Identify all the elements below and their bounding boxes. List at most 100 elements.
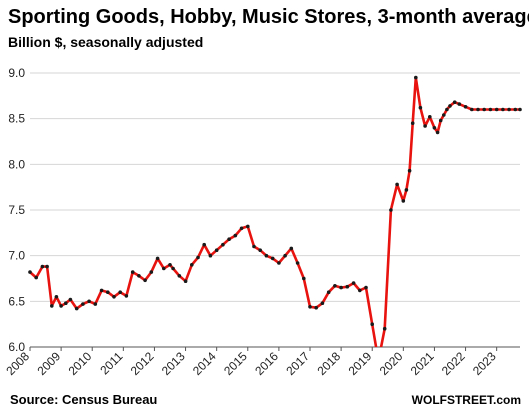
data-point: [414, 75, 418, 80]
data-point: [326, 290, 331, 295]
data-point: [289, 246, 294, 251]
data-point: [258, 248, 263, 252]
data-point: [64, 301, 68, 306]
data-point: [168, 263, 172, 267]
data-point: [81, 302, 85, 306]
data-point: [283, 253, 287, 258]
chart-title: Sporting Goods, Hobby, Music Stores, 3-m…: [8, 6, 529, 28]
data-point: [202, 242, 206, 247]
data-point: [214, 248, 219, 252]
data-point: [177, 274, 182, 278]
data-point: [370, 322, 375, 327]
data-point: [428, 115, 432, 119]
y-tick-label: 7.0: [8, 249, 25, 263]
data-point: [482, 107, 487, 112]
data-point: [435, 130, 440, 135]
data-point: [295, 261, 300, 265]
x-tick-label: 2016: [252, 349, 281, 378]
data-point: [59, 304, 63, 308]
data-point: [407, 168, 412, 173]
y-tick-label: 9.0: [8, 66, 25, 80]
data-point: [501, 107, 505, 112]
x-tick-label: 2015: [221, 349, 250, 378]
data-point: [507, 107, 511, 112]
data-point: [442, 113, 446, 117]
data-point: [112, 295, 116, 299]
y-tick-label: 8.5: [8, 112, 25, 126]
source-note: Source: Census Bureau: [10, 392, 158, 407]
data-point: [99, 288, 104, 293]
data-point: [358, 288, 362, 293]
data-point: [404, 188, 409, 192]
series-line: [30, 76, 520, 347]
data-point: [518, 107, 522, 112]
data-point: [476, 107, 480, 112]
x-tick-label: 2012: [128, 349, 157, 378]
data-point: [227, 237, 231, 241]
data-point: [93, 302, 98, 306]
data-point: [162, 266, 166, 271]
data-point: [470, 107, 474, 112]
data-point: [130, 270, 135, 274]
data-point: [277, 261, 281, 265]
x-tick-label: 2009: [34, 349, 63, 378]
data-point: [351, 281, 356, 285]
data-point: [382, 326, 387, 331]
data-point: [50, 304, 54, 308]
y-tick-label: 7.5: [8, 203, 25, 217]
data-point: [68, 297, 73, 302]
data-point: [143, 278, 147, 283]
data-point: [221, 242, 225, 247]
data-point: [190, 263, 194, 267]
data-point: [463, 105, 468, 109]
data-point: [118, 290, 122, 295]
data-point: [155, 256, 160, 261]
data-point: [452, 100, 457, 104]
y-tick-label: 6.5: [8, 294, 25, 308]
data-point: [308, 305, 312, 309]
data-point: [137, 274, 141, 278]
data-point: [401, 199, 406, 203]
data-point: [87, 299, 91, 304]
data-point: [345, 284, 350, 289]
data-point: [171, 266, 175, 271]
x-tick-label: 2019: [346, 349, 375, 378]
data-point: [196, 255, 200, 260]
data-point: [333, 284, 337, 288]
data-point: [124, 294, 129, 298]
data-point: [34, 275, 38, 280]
data-point: [432, 126, 437, 130]
x-tick-label: 2023: [470, 349, 499, 378]
data-point: [445, 107, 449, 112]
data-point: [314, 305, 319, 310]
x-tick-label: 2010: [66, 349, 95, 378]
data-point: [246, 224, 250, 229]
x-tick-label: 2020: [377, 349, 406, 378]
data-point: [438, 118, 443, 123]
y-axis: 6.0 6.5 7.0 7.5 8.0 8.5 9.0: [8, 66, 25, 354]
x-tick-label: 2018: [314, 349, 343, 378]
y-tick-label: 6.0: [8, 340, 25, 354]
x-tick-label: 2011: [97, 349, 125, 377]
data-point: [448, 104, 452, 108]
x-tick-label: 2013: [159, 349, 188, 378]
data-point: [239, 226, 244, 231]
data-markers: [28, 75, 522, 331]
data-point: [302, 276, 306, 281]
gridlines: [30, 72, 520, 348]
data-point: [389, 208, 393, 212]
data-point: [395, 182, 399, 187]
data-point: [28, 270, 32, 274]
data-point: [208, 253, 213, 258]
data-point: [40, 264, 45, 269]
y-tick-label: 8.0: [8, 157, 25, 171]
data-point: [45, 264, 49, 269]
data-point: [183, 279, 188, 284]
brand-label: WOLFSTREET.com: [411, 393, 521, 407]
data-point: [233, 233, 238, 238]
x-tick-label: 2017: [283, 349, 312, 378]
data-point: [74, 306, 79, 311]
data-point: [423, 124, 427, 128]
data-point: [264, 253, 269, 258]
